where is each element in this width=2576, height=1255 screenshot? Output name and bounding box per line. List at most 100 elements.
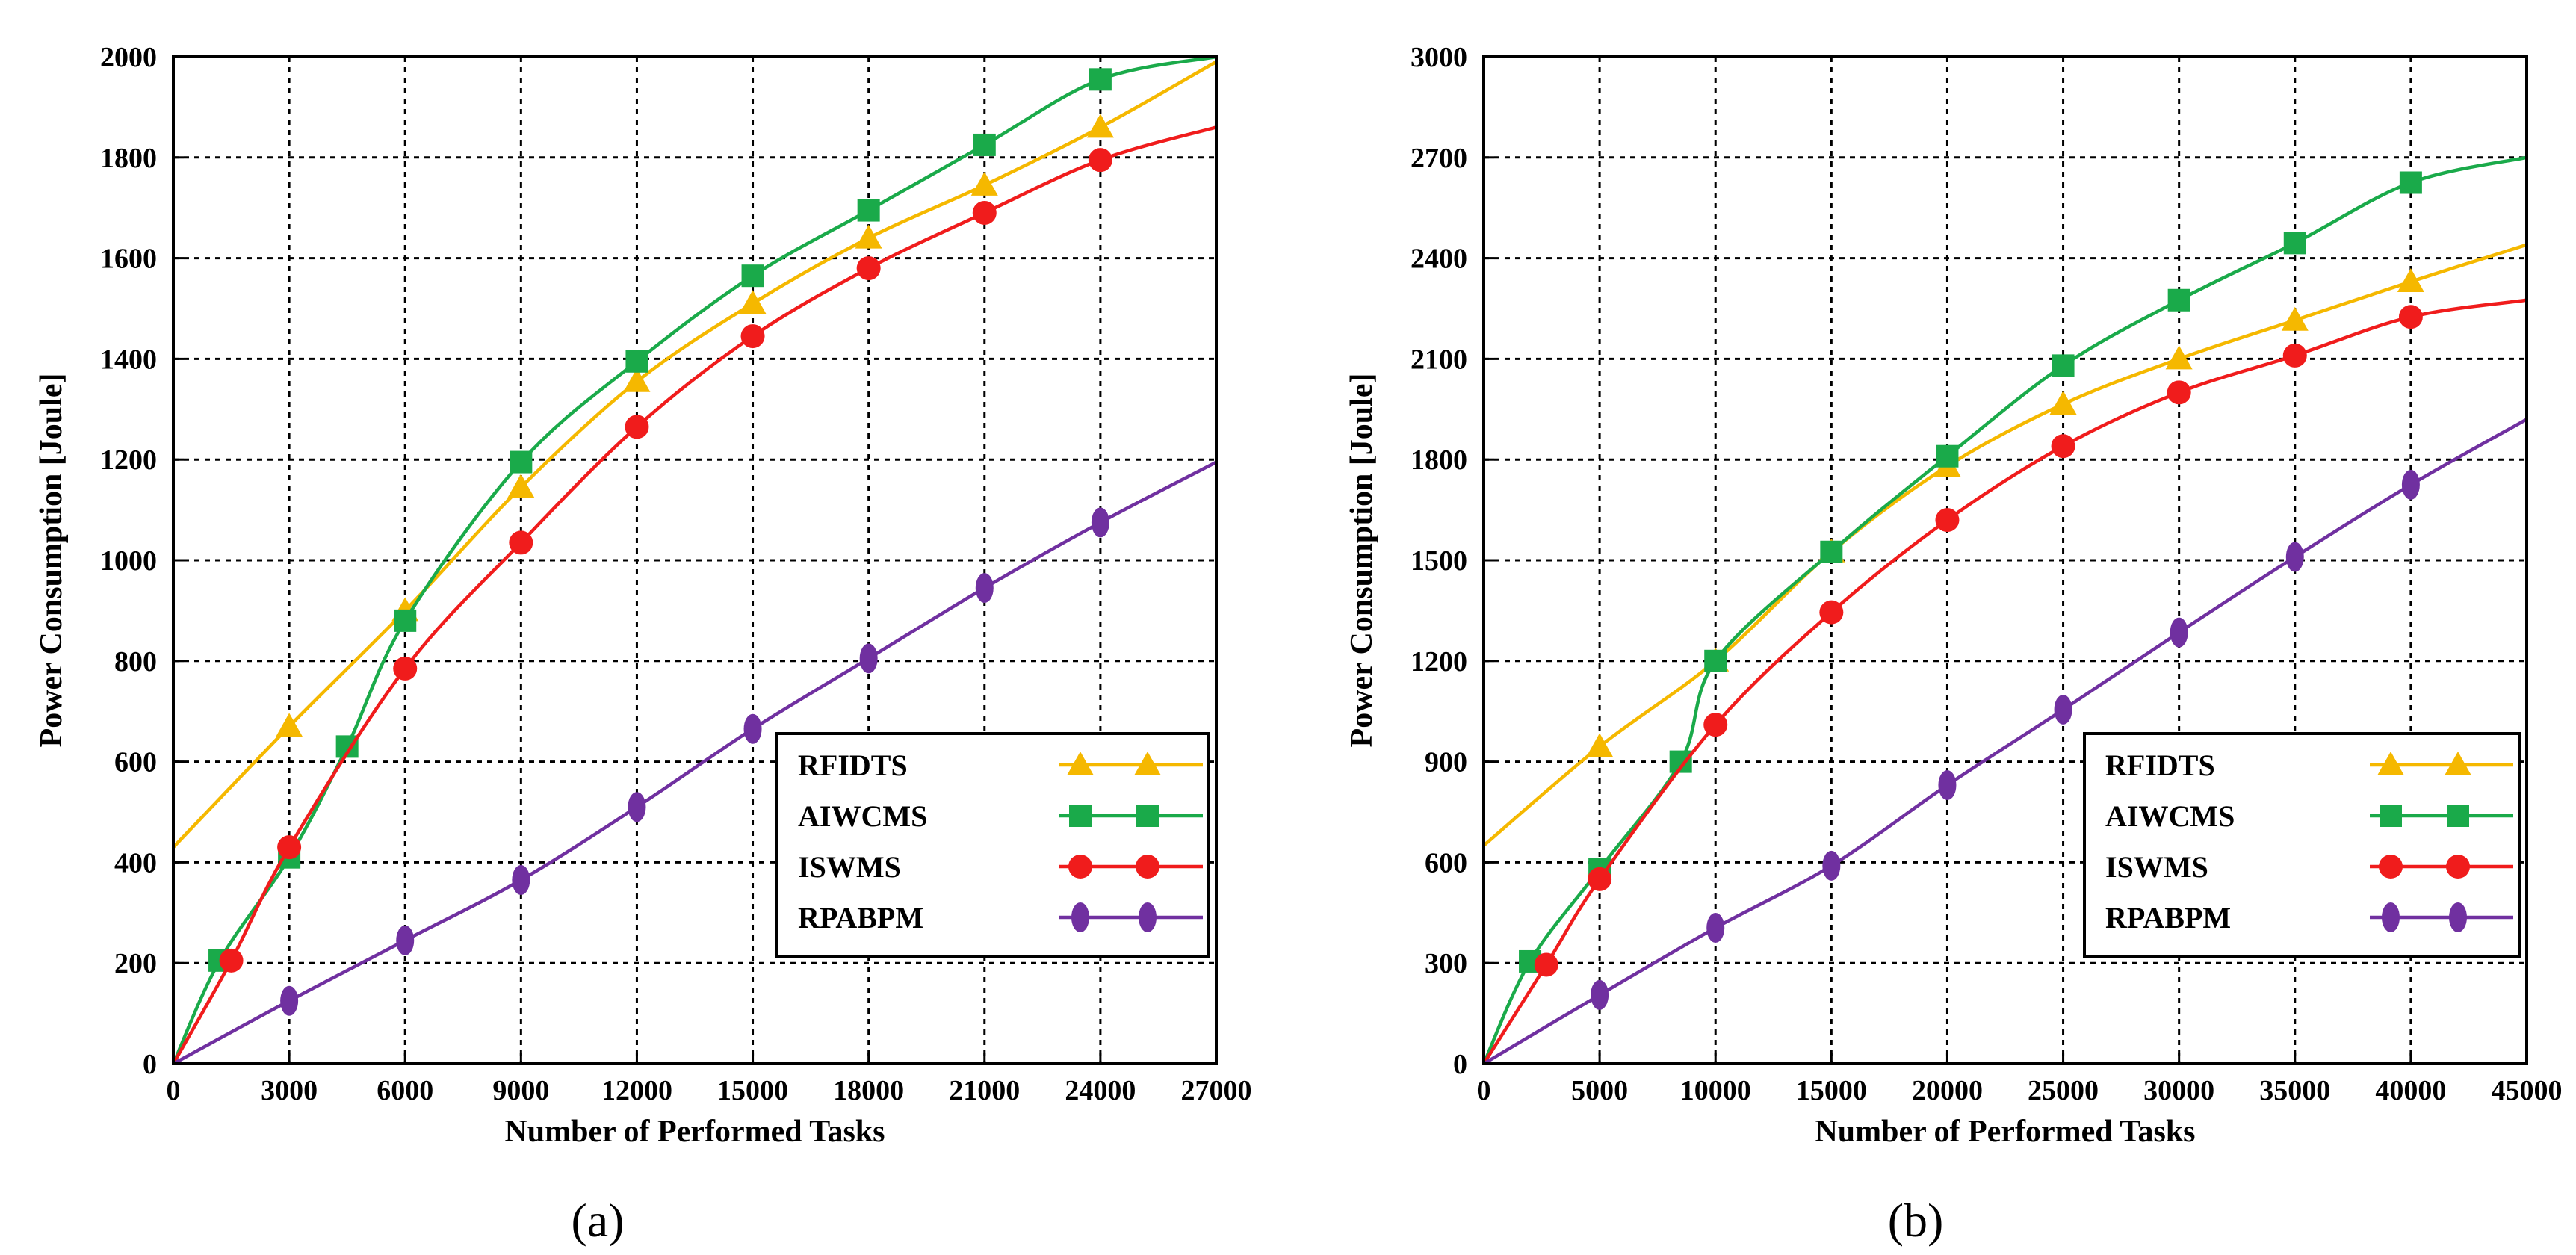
- legend-marker: [2445, 752, 2471, 775]
- legend-marker: [1067, 752, 1094, 775]
- data-point-iswms: [1703, 713, 1728, 737]
- data-point-rfidts: [623, 368, 651, 392]
- x-tick-label: 5000: [1571, 1075, 1628, 1106]
- legend-label: RFIDTS: [2105, 749, 2215, 782]
- y-tick-label: 1400: [100, 344, 157, 375]
- data-point-aiwcms: [625, 350, 648, 373]
- data-point-rpabpm: [280, 985, 299, 1016]
- y-tick-label: 0: [1453, 1049, 1467, 1080]
- legend-marker: [1068, 855, 1092, 878]
- data-point-rpabpm: [396, 925, 415, 955]
- data-point-rfidts: [276, 713, 303, 737]
- data-point-rpabpm: [2170, 617, 2188, 648]
- data-point-iswms: [972, 200, 997, 225]
- series-iswms: [1482, 298, 2527, 1065]
- data-point-rpabpm: [859, 643, 878, 674]
- legend: RFIDTS AIWCMS ISWMS RPABPM: [775, 732, 1210, 958]
- plot-frame: [1482, 55, 2528, 1065]
- x-tick-label: 15000: [717, 1075, 788, 1106]
- data-point-aiwcms: [1820, 540, 1843, 563]
- data-point-rpabpm: [1591, 979, 1609, 1010]
- legend-box: [2083, 732, 2521, 958]
- panel-label: (b): [1888, 1194, 1944, 1247]
- legend-marker: [1069, 805, 1092, 827]
- legend-marker: [1139, 902, 1157, 932]
- series-line-rpabpm: [172, 460, 1218, 1065]
- x-axis-label: Number of Performed Tasks: [1815, 1115, 2195, 1149]
- data-point-rpabpm: [975, 573, 994, 604]
- chart-panel-b: 0 5000 10000 15000 20000 25000 30000 35000 40000…: [1345, 42, 2563, 1247]
- legend-label: AIWCMS: [2105, 799, 2235, 833]
- legend-marker: [1134, 752, 1161, 775]
- series-line-iswms: [172, 126, 1217, 1065]
- legend-label: ISWMS: [2105, 850, 2208, 884]
- data-point-rpabpm: [1938, 770, 1957, 801]
- x-tick-label: 40000: [2375, 1075, 2446, 1106]
- y-tick-label: 2700: [1411, 143, 1467, 174]
- y-tick-label: 300: [1425, 948, 1467, 979]
- y-tick-label: 1800: [1411, 444, 1467, 476]
- series-iswms: [172, 126, 1217, 1065]
- y-tick-label: 1000: [100, 545, 157, 577]
- x-tick-label: 25000: [2028, 1075, 2099, 1106]
- data-point-rpabpm: [2285, 542, 2304, 572]
- y-tick-label: 2400: [1411, 244, 1467, 275]
- series-rpabpm: [172, 460, 1218, 1065]
- legend-marker: [2382, 902, 2400, 932]
- y-tick-label: 900: [1425, 747, 1467, 778]
- plot-frame: [172, 55, 1218, 1065]
- legend-marker: [2380, 805, 2402, 827]
- data-point-iswms: [1588, 867, 1612, 891]
- data-point-aiwcms: [2399, 171, 2422, 194]
- y-tick-label: 400: [114, 847, 157, 878]
- data-point-rfidts: [2281, 306, 2309, 331]
- x-tick-label: 20000: [1912, 1075, 1983, 1106]
- y-tick-label: 1200: [1411, 646, 1467, 678]
- data-point-iswms: [1935, 508, 1960, 533]
- legend-marker: [1071, 902, 1089, 932]
- x-tick-label: 30000: [2143, 1075, 2214, 1106]
- data-point-iswms: [2398, 305, 2423, 329]
- data-point-iswms: [856, 256, 881, 281]
- data-point-iswms: [277, 835, 302, 860]
- legend-marker: [2446, 855, 2470, 878]
- x-tick-label: 3000: [261, 1075, 318, 1106]
- data-point-rpabpm: [2054, 694, 2072, 725]
- data-point-iswms: [393, 656, 418, 681]
- data-point-iswms: [509, 530, 533, 555]
- y-tick-label: 2100: [1411, 344, 1467, 375]
- data-point-rpabpm: [2401, 469, 2420, 500]
- x-tick-label: 18000: [833, 1075, 904, 1106]
- data-point-rfidts: [507, 474, 535, 498]
- grid: [1484, 57, 2527, 1064]
- y-tick-label: 3000: [1411, 42, 1467, 73]
- legend-marker: [2447, 805, 2469, 827]
- data-point-rfidts: [2165, 345, 2193, 370]
- panel-label: (a): [571, 1194, 624, 1247]
- legend-marker: [1136, 805, 1159, 827]
- data-point-rfidts: [2049, 391, 2077, 415]
- data-point-iswms: [740, 324, 765, 349]
- data-point-iswms: [2282, 343, 2307, 368]
- y-tick-label: 600: [114, 747, 157, 778]
- legend-label: RFIDTS: [798, 749, 908, 782]
- x-tick-label: 9000: [492, 1075, 549, 1106]
- series-line-rfidts: [172, 60, 1218, 849]
- y-tick-label: 0: [143, 1049, 157, 1080]
- data-point-iswms: [1088, 148, 1112, 173]
- legend-marker: [1136, 855, 1159, 878]
- y-tick-label: 600: [1425, 847, 1467, 878]
- series-line-rpabpm: [1482, 418, 2528, 1065]
- data-point-rfidts: [1586, 733, 1614, 757]
- y-tick-label: 800: [114, 646, 157, 678]
- data-point-aiwcms: [2283, 232, 2306, 255]
- data-point-iswms: [625, 415, 649, 439]
- y-tick-label: 2000: [100, 42, 157, 73]
- x-tick-label: 35000: [2259, 1075, 2330, 1106]
- x-tick-label: 21000: [949, 1075, 1020, 1106]
- data-point-iswms: [219, 948, 244, 973]
- legend-marker: [2379, 855, 2403, 878]
- legend-label: ISWMS: [798, 850, 901, 884]
- data-point-rpabpm: [743, 713, 762, 744]
